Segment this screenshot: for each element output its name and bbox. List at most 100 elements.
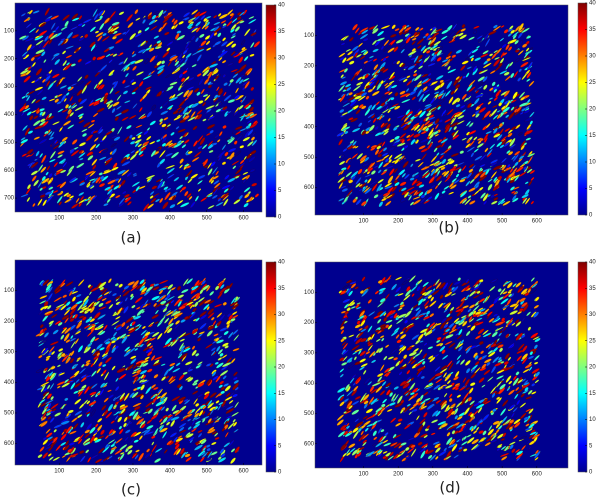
particle bbox=[173, 23, 179, 30]
panel-caption: (a) bbox=[121, 229, 142, 247]
particle bbox=[157, 90, 162, 97]
particle bbox=[164, 191, 171, 201]
particle bbox=[82, 133, 87, 137]
particle bbox=[120, 179, 126, 186]
particle bbox=[103, 17, 110, 24]
particle bbox=[81, 128, 88, 133]
particle bbox=[57, 154, 63, 159]
particle bbox=[105, 53, 111, 58]
particle bbox=[112, 80, 119, 90]
particle bbox=[89, 143, 97, 151]
particle bbox=[247, 129, 254, 136]
particle bbox=[529, 170, 536, 174]
particle bbox=[202, 158, 209, 167]
particle bbox=[62, 161, 68, 168]
y-tick-label: 300 bbox=[304, 94, 315, 100]
y-tick-label: 200 bbox=[304, 63, 315, 69]
particle bbox=[249, 53, 255, 57]
particle bbox=[18, 35, 27, 40]
particle bbox=[23, 17, 31, 23]
particle bbox=[170, 132, 175, 136]
particle bbox=[147, 203, 155, 209]
particle bbox=[175, 126, 180, 130]
particle bbox=[230, 28, 235, 33]
particle bbox=[142, 19, 146, 24]
particle bbox=[502, 200, 511, 206]
particle bbox=[21, 95, 26, 99]
particle bbox=[155, 147, 161, 152]
particle bbox=[84, 74, 89, 79]
particle bbox=[45, 171, 49, 176]
particle bbox=[202, 118, 207, 122]
particle bbox=[127, 22, 134, 29]
particle bbox=[440, 35, 448, 41]
y-tick-label: 500 bbox=[4, 140, 15, 146]
particle bbox=[234, 26, 241, 32]
particle bbox=[89, 26, 96, 33]
particle bbox=[244, 28, 251, 37]
particle bbox=[149, 120, 156, 126]
particle bbox=[216, 86, 220, 92]
particle bbox=[176, 34, 186, 41]
particle bbox=[199, 33, 205, 38]
particle bbox=[177, 52, 183, 62]
colorbar-tick-label: 35 bbox=[278, 29, 285, 35]
particle bbox=[459, 190, 468, 198]
particle bbox=[248, 18, 257, 24]
particle bbox=[57, 192, 63, 196]
particle bbox=[126, 14, 133, 22]
particle bbox=[134, 9, 139, 15]
particle bbox=[42, 78, 46, 83]
particle bbox=[340, 74, 344, 79]
particle bbox=[28, 9, 33, 15]
particle bbox=[393, 168, 398, 174]
particle bbox=[195, 37, 199, 43]
particle bbox=[130, 150, 136, 154]
particle bbox=[115, 194, 121, 199]
particle bbox=[360, 65, 366, 73]
particle bbox=[209, 32, 215, 40]
particle bbox=[32, 203, 36, 207]
particle bbox=[55, 25, 60, 31]
particle bbox=[42, 39, 50, 49]
particle bbox=[84, 60, 92, 65]
particle bbox=[37, 198, 43, 207]
particle bbox=[171, 18, 176, 23]
particle bbox=[25, 22, 32, 29]
x-tick-label: 100 bbox=[359, 472, 370, 478]
particle bbox=[416, 181, 423, 187]
particle bbox=[222, 125, 227, 129]
particle bbox=[78, 192, 85, 196]
particle bbox=[180, 202, 190, 208]
particle bbox=[233, 199, 241, 205]
particle bbox=[149, 195, 154, 199]
particle bbox=[213, 97, 219, 103]
particle bbox=[213, 15, 218, 19]
particle bbox=[224, 174, 230, 180]
particle bbox=[131, 136, 136, 141]
particle bbox=[198, 78, 204, 86]
particle bbox=[190, 111, 196, 119]
particle bbox=[27, 184, 31, 190]
particle bbox=[149, 141, 156, 145]
particle bbox=[356, 81, 364, 86]
particle bbox=[390, 33, 397, 38]
particle bbox=[173, 142, 182, 149]
particle bbox=[227, 147, 237, 153]
particle bbox=[64, 20, 69, 27]
particle bbox=[129, 134, 133, 139]
particle bbox=[254, 193, 259, 198]
particle bbox=[103, 203, 109, 207]
particle bbox=[222, 74, 226, 78]
particle bbox=[45, 114, 50, 121]
particle bbox=[164, 13, 169, 17]
y-tick-label: 400 bbox=[304, 381, 315, 387]
particle bbox=[240, 95, 247, 104]
particle bbox=[121, 160, 131, 167]
particle bbox=[200, 88, 205, 95]
particle bbox=[60, 26, 68, 30]
x-tick-label: 200 bbox=[393, 472, 404, 478]
particle bbox=[155, 179, 162, 183]
particle bbox=[30, 56, 35, 62]
particle bbox=[211, 61, 217, 65]
